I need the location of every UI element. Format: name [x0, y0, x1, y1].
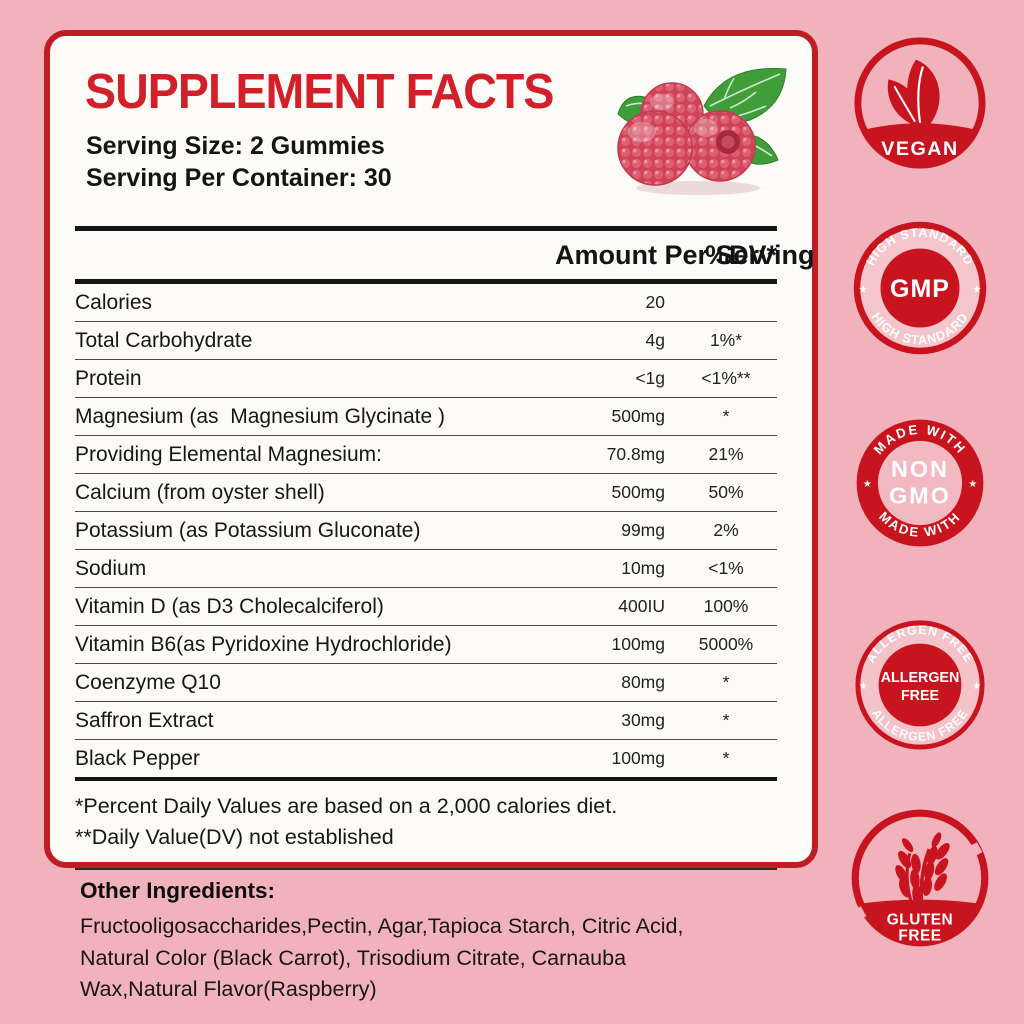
row-dv: <1%** — [701, 368, 751, 388]
row-dv: 21% — [708, 444, 744, 464]
footnote-dv-not-established: **Daily Value(DV) not established — [75, 825, 394, 849]
non-gmo-line2: GMO — [889, 482, 951, 508]
row-label: Total Carbohydrate — [75, 328, 253, 352]
star-icon: ★ — [968, 479, 977, 490]
table-row: Potassium (as Potassium Gluconate) 99mg 2% — [75, 512, 777, 550]
row-amount: 70.8mg — [606, 444, 665, 464]
row-dv: 100% — [703, 596, 749, 616]
gluten-banner — [859, 899, 981, 945]
other-ingredients-line: Wax,Natural Flavor(Raspberry) — [80, 977, 377, 1001]
table-row: Magnesium (as Magnesium Glycinate ) 500mg… — [75, 398, 777, 436]
other-ingredients-line: Fructooligosaccharides,Pectin, Agar,Tapi… — [80, 914, 684, 938]
row-dv: 1%* — [709, 330, 743, 350]
row-amount: 99mg — [621, 520, 665, 540]
leaf-icon — [887, 59, 940, 129]
table-row: Black Pepper 100mg * — [75, 740, 777, 781]
row-dv: <1% — [708, 558, 744, 578]
star-icon: ★ — [859, 681, 868, 692]
star-icon: ★ — [859, 285, 868, 296]
row-amount: 4g — [645, 330, 665, 350]
row-label: Calcium (from oyster shell) — [75, 480, 325, 504]
row-dv: 2% — [713, 520, 739, 540]
star-icon: ★ — [863, 479, 872, 490]
row-dv: * — [722, 710, 730, 730]
table-row: Providing Elemental Magnesium: 70.8mg 21% — [75, 436, 777, 474]
row-amount: 500mg — [611, 406, 665, 426]
row-amount: 30mg — [621, 710, 665, 730]
footnote-daily-value: *Percent Daily Values are based on a 2,0… — [75, 794, 618, 818]
row-label: Protein — [75, 366, 142, 390]
row-amount: 500mg — [611, 482, 665, 502]
wheat-icon — [895, 832, 950, 910]
row-label: Calories — [75, 290, 153, 314]
star-icon: ★ — [973, 285, 982, 296]
star-icon: ★ — [972, 681, 981, 692]
row-label: Saffron Extract — [75, 708, 214, 732]
serving-per-container-text: Serving Per Container: 30 — [86, 164, 392, 192]
vegan-banner — [864, 123, 976, 165]
allergen-line2: FREE — [901, 688, 939, 704]
table-row: Total Carbohydrate 4g 1%* — [75, 322, 777, 360]
table-row: Calories 20 — [75, 284, 777, 322]
facts-rows: Calories 20 Total Carbohydrate 4g 1%* Protein… — [75, 284, 777, 781]
vegan-badge: VEGAN — [854, 37, 986, 169]
row-dv: * — [722, 406, 730, 426]
row-label: Magnesium (as Magnesium Glycinate ) — [75, 404, 445, 428]
table-row: Saffron Extract 30mg * — [75, 702, 777, 740]
row-amount: 20 — [645, 292, 665, 312]
table-row: Vitamin D (as D3 Cholecalciferol) 400IU 10… — [75, 588, 777, 626]
row-amount: 80mg — [621, 672, 665, 692]
row-amount: 100mg — [611, 748, 665, 768]
row-dv: * — [722, 748, 730, 768]
table-row: Sodium 10mg <1% — [75, 550, 777, 588]
row-amount: 100mg — [611, 634, 665, 654]
table-row: Vitamin B6(as Pyridoxine Hydrochloride) 1… — [75, 626, 777, 664]
row-dv: * — [722, 672, 730, 692]
gmp-label: GMP — [890, 275, 950, 303]
gmp-badge: HIGH STANDARD HIGH STANDARD ★ ★ GMP — [853, 221, 987, 355]
other-ingredients-heading: Other Ingredients: — [80, 878, 276, 903]
vegan-circle — [854, 37, 986, 169]
other-ingredients-section: Other Ingredients: Fructooligosaccharide… — [80, 878, 810, 1006]
row-dv: 5000% — [698, 634, 754, 654]
amount-per-serving-header: Amount Per Serving — [555, 239, 815, 270]
allergen-line1: ALLERGEN — [881, 670, 960, 686]
non-gmo-badge: MADE WITH MADE WITH ★ ★ NON GMO — [856, 419, 984, 547]
row-label: Coenzyme Q10 — [75, 670, 221, 694]
other-ingredients-line: Natural Color (Black Carrot), Trisodium … — [80, 945, 627, 970]
supplement-facts-panel: SUPPLEMENT FACTS Serving Size: 2 Gummies… — [44, 30, 818, 870]
row-label: Sodium — [75, 556, 147, 580]
footnotes: *Percent Daily Values are based on a 2,0… — [75, 791, 777, 870]
gluten-line2: FREE — [898, 928, 941, 945]
gluten-line1: GLUTEN — [887, 911, 953, 928]
table-row: Coenzyme Q10 80mg * — [75, 664, 777, 702]
panel-title: SUPPLEMENT FACTS — [85, 65, 554, 119]
facts-table-header: Amount Per Serving %DV* — [75, 226, 815, 284]
row-label: Black Pepper — [75, 746, 200, 770]
non-gmo-line1: NON — [891, 456, 949, 482]
row-dv: 50% — [708, 482, 744, 502]
table-row: Calcium (from oyster shell) 500mg 50% — [75, 474, 777, 512]
facts-table: Amount Per Serving %DV* Calories 20 Total … — [75, 226, 815, 870]
dv-header: %DV* — [704, 239, 777, 270]
allergen-free-badge: ALLERGEN FREE ALLERGEN FREE ★ ★ ALLERGEN… — [855, 620, 985, 750]
row-label: Potassium (as Potassium Gluconate) — [75, 518, 421, 542]
row-amount: 10mg — [621, 558, 665, 578]
row-amount: 400IU — [618, 596, 665, 616]
row-label: Providing Elemental Magnesium: — [75, 442, 382, 466]
raspberry-image — [617, 67, 787, 195]
row-label: Vitamin D (as D3 Cholecalciferol) — [75, 594, 384, 618]
vegan-label: VEGAN — [881, 138, 958, 160]
row-amount: <1g — [635, 368, 665, 388]
table-row: Protein <1g <1%** — [75, 360, 777, 398]
gluten-free-badge: GLUTEN FREE — [851, 809, 989, 947]
row-label: Vitamin B6(as Pyridoxine Hydrochloride) — [75, 632, 452, 656]
serving-size-text: Serving Size: 2 Gummies — [86, 132, 385, 160]
